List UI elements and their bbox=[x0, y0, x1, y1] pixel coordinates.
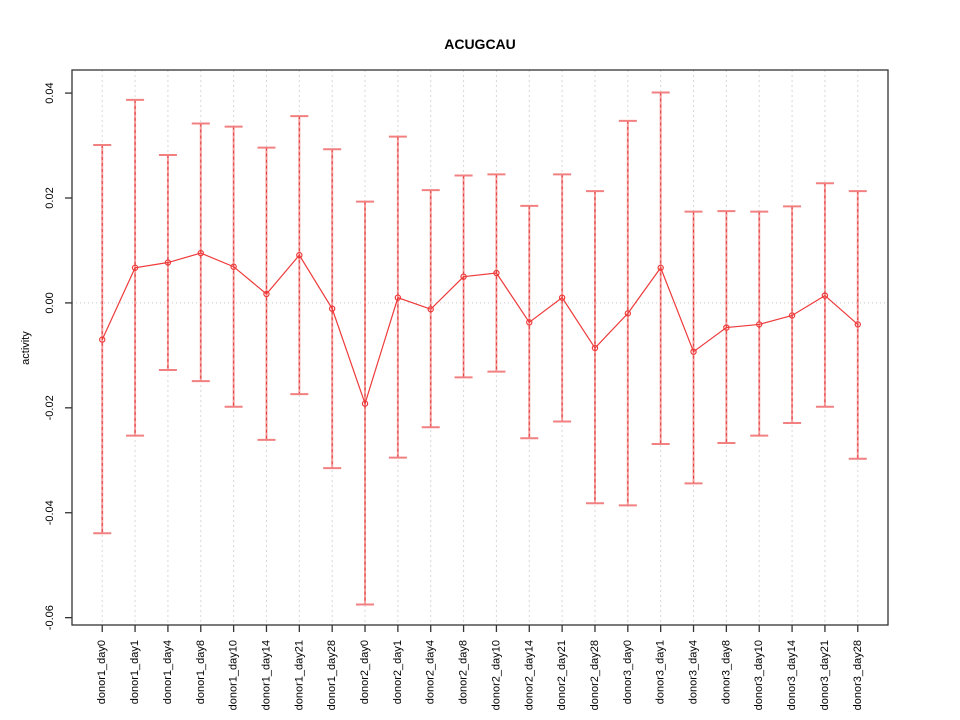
y-tick-label: 0.04 bbox=[44, 82, 56, 103]
data-point bbox=[230, 263, 237, 270]
x-tick-label: donor2_day8 bbox=[458, 640, 470, 704]
x-tick-label: donor2_day0 bbox=[359, 640, 371, 704]
y-tick-label: 0.02 bbox=[44, 187, 56, 208]
data-point bbox=[164, 259, 172, 266]
x-tick-label: donor3_day21 bbox=[819, 640, 831, 710]
x-tick-label: donor2_day10 bbox=[490, 640, 502, 710]
series-line bbox=[101, 252, 859, 406]
x-tick-label: donor1_day8 bbox=[195, 640, 207, 704]
x-tick-label: donor2_day14 bbox=[523, 640, 535, 710]
data-point bbox=[493, 269, 500, 277]
data-point bbox=[657, 264, 664, 271]
x-tick-label: donor1_day28 bbox=[326, 640, 338, 710]
data-point bbox=[756, 321, 763, 328]
x-tick-label: donor3_day10 bbox=[753, 640, 765, 710]
data-point bbox=[296, 251, 303, 259]
plot-area: 0.04 0.02 0.00 -0.02 -0.04 -0.06 donor1_day0 do… bbox=[44, 69, 889, 710]
data-point bbox=[361, 400, 369, 407]
data-point bbox=[394, 294, 402, 301]
data-point bbox=[99, 336, 106, 343]
data-point bbox=[263, 290, 270, 298]
data-point bbox=[821, 292, 829, 299]
x-tick-label: donor1_day1 bbox=[129, 640, 141, 704]
data-point bbox=[690, 348, 697, 355]
x-tick-label: donor3_day8 bbox=[720, 640, 732, 704]
x-tick-label: donor1_day0 bbox=[96, 640, 108, 704]
x-tick-label: donor1_day10 bbox=[228, 640, 240, 710]
data-point bbox=[624, 310, 632, 317]
y-tick-label: -0.06 bbox=[44, 605, 56, 630]
x-tick-label: donor2_day4 bbox=[425, 640, 437, 704]
data-point bbox=[460, 273, 467, 280]
plot-box bbox=[71, 69, 889, 626]
x-tick-label: donor3_day14 bbox=[786, 640, 798, 710]
x-tick-label: donor2_day1 bbox=[392, 640, 404, 704]
x-tick-label: donor3_day28 bbox=[852, 640, 864, 710]
data-point bbox=[723, 324, 730, 331]
data-point bbox=[526, 319, 533, 326]
x-tick-label: donor3_day1 bbox=[655, 640, 667, 704]
x-tick-label: donor3_day4 bbox=[688, 640, 700, 704]
data-point bbox=[328, 305, 336, 312]
x-tick-label: donor1_day4 bbox=[162, 640, 174, 704]
data-point bbox=[591, 344, 599, 352]
y-tick-label: -0.04 bbox=[44, 500, 56, 525]
y-tick-label: 0.00 bbox=[44, 292, 56, 313]
x-tick-label: donor2_day28 bbox=[589, 640, 601, 710]
data-point bbox=[197, 249, 204, 257]
data-point bbox=[131, 264, 139, 271]
x-tick-label: donor2_day21 bbox=[556, 640, 568, 710]
x-tick-label: donor3_day0 bbox=[622, 640, 634, 704]
x-tick-label: donor1_day14 bbox=[260, 640, 272, 710]
data-point bbox=[788, 312, 796, 319]
y-axis-title: activity bbox=[20, 331, 32, 365]
data-point bbox=[854, 321, 861, 328]
data-point bbox=[427, 306, 434, 313]
x-tick-label: donor1_day21 bbox=[293, 640, 305, 710]
y-tick-label: -0.02 bbox=[44, 395, 56, 420]
data-point bbox=[558, 294, 566, 301]
chart-title: ACUGCAU bbox=[444, 36, 516, 52]
